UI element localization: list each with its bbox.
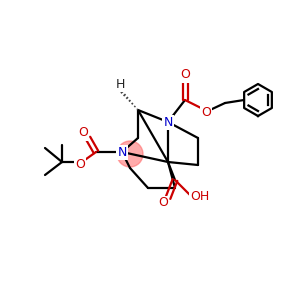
Text: O: O bbox=[78, 127, 88, 140]
Text: O: O bbox=[75, 158, 85, 170]
Text: O: O bbox=[180, 68, 190, 82]
Circle shape bbox=[117, 141, 143, 167]
Text: O: O bbox=[158, 196, 168, 209]
Text: OH: OH bbox=[190, 190, 210, 203]
Text: O: O bbox=[201, 106, 211, 118]
Text: N: N bbox=[163, 116, 173, 128]
Text: H: H bbox=[115, 77, 125, 91]
Text: N: N bbox=[117, 146, 127, 158]
